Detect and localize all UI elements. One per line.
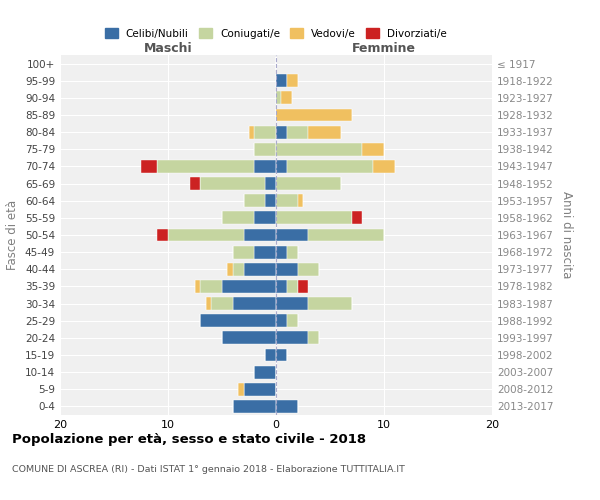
Bar: [308, 297, 352, 310]
Bar: [287, 314, 298, 327]
Bar: [276, 297, 308, 310]
Bar: [362, 143, 384, 156]
Bar: [287, 280, 298, 293]
Bar: [254, 160, 276, 173]
Bar: [265, 194, 276, 207]
Bar: [276, 332, 308, 344]
Bar: [298, 194, 303, 207]
Bar: [244, 228, 276, 241]
Bar: [276, 263, 298, 276]
Y-axis label: Anni di nascita: Anni di nascita: [560, 192, 573, 278]
Text: Maschi: Maschi: [143, 42, 193, 55]
Y-axis label: Fasce di età: Fasce di età: [7, 200, 19, 270]
Text: Popolazione per età, sesso e stato civile - 2018: Popolazione per età, sesso e stato civil…: [12, 432, 366, 446]
Bar: [287, 74, 298, 87]
Bar: [211, 297, 233, 310]
Bar: [281, 92, 292, 104]
Bar: [276, 194, 298, 207]
Bar: [222, 212, 254, 224]
Bar: [276, 108, 352, 122]
Bar: [206, 297, 211, 310]
Bar: [276, 74, 287, 87]
Bar: [276, 126, 287, 138]
Bar: [238, 383, 244, 396]
Bar: [190, 177, 200, 190]
Bar: [298, 263, 319, 276]
Bar: [352, 212, 362, 224]
Bar: [200, 280, 222, 293]
Bar: [298, 280, 308, 293]
Bar: [200, 177, 265, 190]
Bar: [265, 177, 276, 190]
Bar: [168, 228, 244, 241]
Bar: [308, 332, 319, 344]
Bar: [276, 143, 362, 156]
Bar: [265, 348, 276, 362]
Bar: [276, 280, 287, 293]
Text: COMUNE DI ASCREA (RI) - Dati ISTAT 1° gennaio 2018 - Elaborazione TUTTITALIA.IT: COMUNE DI ASCREA (RI) - Dati ISTAT 1° ge…: [12, 465, 405, 474]
Bar: [254, 246, 276, 258]
Bar: [276, 160, 287, 173]
Bar: [276, 400, 298, 413]
Bar: [276, 212, 352, 224]
Bar: [157, 160, 254, 173]
Bar: [233, 246, 254, 258]
Bar: [308, 126, 341, 138]
Bar: [254, 143, 276, 156]
Bar: [244, 383, 276, 396]
Bar: [222, 280, 276, 293]
Bar: [233, 297, 276, 310]
Bar: [287, 160, 373, 173]
Legend: Celibi/Nubili, Coniugati/e, Vedovi/e, Divorziati/e: Celibi/Nubili, Coniugati/e, Vedovi/e, Di…: [101, 24, 451, 43]
Bar: [276, 177, 341, 190]
Bar: [233, 400, 276, 413]
Bar: [195, 280, 200, 293]
Bar: [287, 126, 308, 138]
Text: Femmine: Femmine: [352, 42, 416, 55]
Bar: [276, 92, 281, 104]
Bar: [222, 332, 276, 344]
Bar: [227, 263, 233, 276]
Bar: [287, 246, 298, 258]
Bar: [308, 228, 384, 241]
Bar: [249, 126, 254, 138]
Bar: [373, 160, 395, 173]
Bar: [276, 348, 287, 362]
Bar: [244, 263, 276, 276]
Bar: [244, 194, 265, 207]
Bar: [276, 314, 287, 327]
Bar: [254, 126, 276, 138]
Bar: [141, 160, 157, 173]
Bar: [233, 263, 244, 276]
Bar: [200, 314, 276, 327]
Bar: [157, 228, 168, 241]
Bar: [276, 228, 308, 241]
Bar: [276, 246, 287, 258]
Bar: [254, 366, 276, 378]
Bar: [254, 212, 276, 224]
